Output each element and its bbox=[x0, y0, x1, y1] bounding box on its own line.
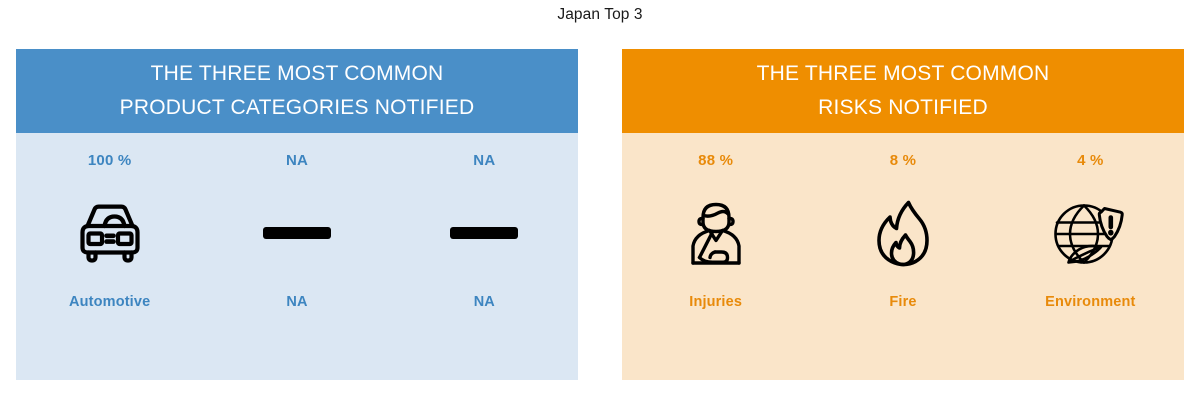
percent-value: 4 % bbox=[1077, 152, 1104, 169]
risk-label: Environment bbox=[1045, 294, 1136, 310]
category-label: NA bbox=[473, 294, 495, 310]
stat-column-automotive: 100 % bbox=[16, 133, 203, 380]
percent-value: NA bbox=[285, 152, 309, 169]
panel-product-categories-header: THE THREE MOST COMMON PRODUCT CATEGORIES… bbox=[16, 49, 578, 133]
percent-value: 88 % bbox=[698, 152, 734, 169]
stat-column-fire: 8 % Fire bbox=[809, 133, 996, 380]
panel-header-line-2: RISKS NOTIFIED bbox=[818, 96, 988, 119]
percent-value: 100 % bbox=[87, 152, 132, 169]
panels-container: THE THREE MOST COMMON PRODUCT CATEGORIES… bbox=[16, 49, 1184, 380]
stat-column-na-2: NA NA bbox=[391, 133, 578, 380]
percent-value: NA bbox=[473, 152, 496, 169]
globe-leaf-shield-alert-icon bbox=[1047, 194, 1133, 272]
page-title: Japan Top 3 bbox=[557, 6, 643, 23]
category-label: NA bbox=[286, 294, 308, 310]
car-icon bbox=[67, 194, 153, 272]
dash-icon bbox=[441, 194, 527, 272]
stat-column-injuries: 88 % bbox=[622, 133, 809, 380]
panel-risks: THE THREE MOST COMMON RISKS NOTIFIED 88 … bbox=[622, 49, 1184, 380]
risk-label: Fire bbox=[889, 294, 917, 310]
panel-product-categories-body: 100 % bbox=[16, 133, 578, 380]
risk-label: Injuries bbox=[689, 294, 743, 310]
panel-risks-body: 88 % bbox=[622, 133, 1184, 380]
category-label: Automotive bbox=[69, 294, 151, 310]
panel-product-categories: THE THREE MOST COMMON PRODUCT CATEGORIES… bbox=[16, 49, 578, 380]
panel-header-line-1: THE THREE MOST COMMON bbox=[150, 61, 444, 85]
injured-person-icon bbox=[673, 194, 759, 272]
panel-risks-header: THE THREE MOST COMMON RISKS NOTIFIED bbox=[622, 49, 1184, 133]
dash-icon bbox=[254, 194, 340, 272]
percent-value: 8 % bbox=[889, 152, 917, 169]
panel-header-line-1: THE THREE MOST COMMON bbox=[756, 61, 1050, 85]
stat-column-na-1: NA NA bbox=[203, 133, 390, 380]
flame-icon bbox=[860, 194, 946, 272]
stat-column-environment: 4 % bbox=[997, 133, 1184, 380]
panel-header-line-2: PRODUCT CATEGORIES NOTIFIED bbox=[119, 96, 475, 119]
